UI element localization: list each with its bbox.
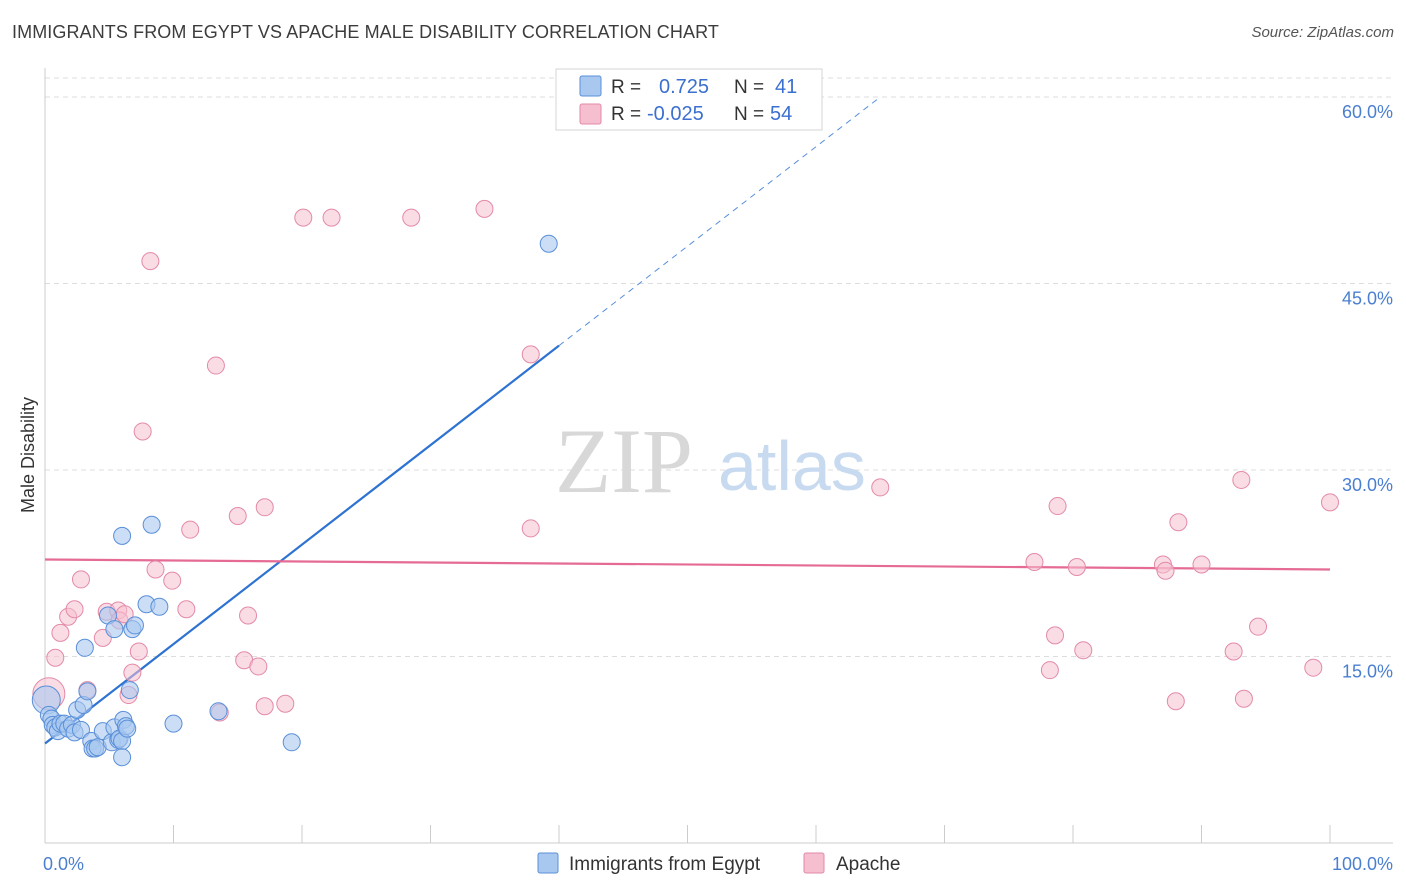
egypt-points — [31, 234, 558, 767]
egypt-point — [539, 234, 558, 253]
egypt-point — [71, 720, 90, 739]
legend-apache-swatch — [579, 103, 602, 125]
apache-point — [146, 560, 165, 579]
x-tick-label: 100.0% — [1332, 854, 1393, 874]
grid-lines — [45, 77, 1393, 657]
apache-point — [521, 519, 540, 538]
egypt-point — [282, 733, 301, 752]
x-tick-labels: 0.0% 100.0% — [43, 854, 1393, 874]
apache-point — [255, 697, 274, 716]
y-tick-label: 15.0% — [1342, 662, 1393, 682]
chart-title: IMMIGRANTS FROM EGYPT VS APACHE MALE DIS… — [12, 22, 719, 42]
egypt-point — [209, 702, 228, 721]
legend-egypt-swatch — [579, 75, 602, 97]
y-tick-label: 30.0% — [1342, 475, 1393, 495]
apache-point — [276, 694, 295, 713]
apache-point — [163, 571, 182, 590]
watermark-atlas: atlas — [718, 427, 866, 505]
apache-point — [1249, 617, 1268, 636]
apache-point — [1232, 470, 1251, 489]
apache-point — [1048, 497, 1067, 516]
legend: R = 0.725 N = 41 R = -0.025 N = 54 — [555, 68, 823, 131]
egypt-point — [142, 515, 161, 534]
apache-point — [1234, 689, 1253, 708]
legend-egypt-n-value: 41 — [775, 76, 797, 98]
apache-point — [521, 345, 540, 364]
apache-point — [181, 520, 200, 539]
bottom-legend-egypt-label: Immigrants from Egypt — [569, 854, 761, 875]
egypt-point — [75, 638, 94, 657]
bottom-legend: Immigrants from Egypt Apache — [537, 852, 900, 875]
legend-apache-r-value: -0.025 — [647, 103, 704, 125]
egypt-point — [120, 681, 139, 700]
egypt-trend-extension — [558, 96, 881, 347]
legend-egypt-n-label: N = — [734, 77, 764, 98]
bottom-legend-apache-swatch — [803, 852, 825, 874]
legend-apache-n-value: 54 — [770, 103, 792, 125]
apache-point — [475, 199, 494, 218]
apache-point — [294, 208, 313, 227]
apache-point — [1304, 658, 1323, 677]
watermark-zip: ZIP — [555, 410, 693, 512]
apache-point — [133, 422, 152, 441]
apache-point — [228, 507, 247, 526]
apache-point — [1067, 557, 1086, 576]
apache-point — [239, 606, 258, 625]
apache-point — [1224, 642, 1243, 661]
apache-point — [249, 657, 268, 676]
apache-point — [1156, 561, 1175, 580]
legend-apache-r-label: R = — [611, 104, 641, 125]
apache-point — [1074, 641, 1093, 660]
y-tick-label: 60.0% — [1342, 102, 1393, 122]
apache-point — [1046, 626, 1065, 645]
bottom-legend-egypt-swatch — [537, 852, 559, 874]
apache-trend-line — [44, 558, 1331, 571]
egypt-point — [164, 714, 183, 733]
apache-point — [1321, 493, 1339, 512]
egypt-point — [113, 526, 132, 545]
apache-point — [123, 663, 142, 682]
egypt-point — [118, 719, 137, 738]
apache-point — [71, 570, 90, 589]
y-tick-labels: 15.0% 30.0% 45.0% 60.0% — [1342, 102, 1393, 682]
apache-point — [46, 648, 65, 667]
egypt-point — [125, 616, 144, 635]
apache-point — [129, 642, 148, 661]
egypt-point — [150, 597, 169, 616]
apache-point — [1166, 692, 1185, 711]
apache-point — [177, 600, 196, 619]
legend-egypt-r-value: 0.725 — [659, 76, 709, 98]
apache-point — [1192, 555, 1211, 574]
apache-point — [1025, 553, 1044, 572]
apache-point — [51, 623, 70, 642]
egypt-point — [105, 620, 124, 639]
apache-points — [32, 199, 1339, 722]
apache-point — [871, 478, 890, 497]
watermark: ZIP atlas — [555, 410, 866, 512]
apache-point — [65, 600, 84, 619]
chart-source: Source: ZipAtlas.com — [1251, 24, 1394, 41]
apache-point — [141, 252, 160, 271]
bottom-legend-apache-label: Apache — [836, 854, 900, 875]
legend-apache-n-label: N = — [734, 104, 764, 125]
apache-point — [1169, 513, 1188, 532]
apache-point — [206, 356, 225, 375]
apache-point — [402, 208, 421, 227]
apache-point — [322, 208, 341, 227]
egypt-point — [78, 682, 97, 701]
y-tick-label: 45.0% — [1342, 289, 1393, 309]
apache-point — [1040, 661, 1059, 680]
legend-egypt-r-label: R = — [611, 77, 641, 98]
egypt-point — [113, 748, 132, 767]
apache-point — [255, 498, 274, 517]
y-axis-title: Male Disability — [18, 397, 38, 513]
x-tick-label: 0.0% — [43, 854, 84, 874]
